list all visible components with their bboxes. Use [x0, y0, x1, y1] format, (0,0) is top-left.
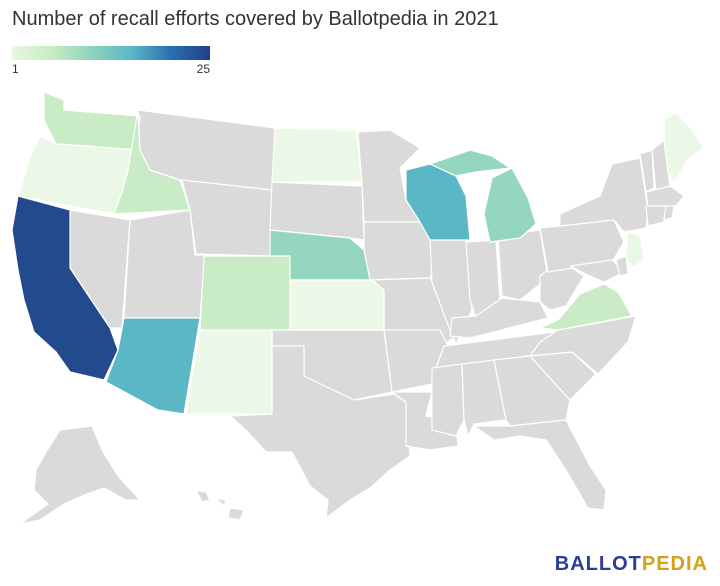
state-hawaii[interactable] [195, 489, 245, 521]
color-legend: 1 25 [12, 46, 210, 78]
state-michigan[interactable] [429, 149, 537, 243]
state-connecticut[interactable] [645, 205, 667, 227]
logo-part-ballot: BALLOT [554, 553, 642, 575]
state-new-mexico[interactable] [185, 329, 273, 415]
state-massachusetts[interactable] [645, 185, 685, 207]
state-ohio[interactable] [497, 229, 549, 301]
state-rhode-island[interactable] [663, 205, 675, 221]
state-kentucky[interactable] [449, 297, 549, 339]
state-virginia[interactable] [539, 283, 633, 331]
logo-part-pedia: PEDIA [641, 553, 708, 575]
state-alaska[interactable] [19, 425, 141, 525]
state-arizona[interactable] [105, 317, 201, 415]
state-texas[interactable] [229, 345, 411, 519]
state-maryland[interactable] [569, 259, 625, 283]
state-maine[interactable] [663, 111, 705, 183]
state-mississippi[interactable] [431, 363, 465, 437]
us-map [11, 91, 705, 525]
state-washington[interactable] [43, 91, 141, 151]
ballotpedia-logo: BALLOTPEDIA [555, 553, 708, 576]
state-north-dakota[interactable] [271, 127, 363, 183]
state-colorado[interactable] [199, 255, 291, 331]
page-title: Number of recall efforts covered by Ball… [12, 8, 499, 30]
state-delaware[interactable] [615, 255, 629, 277]
state-idaho[interactable] [113, 109, 191, 215]
legend-labels: 1 25 [12, 62, 210, 78]
state-california[interactable] [11, 195, 119, 381]
legend-max-label: 25 [196, 62, 210, 76]
state-north-carolina[interactable] [529, 315, 637, 375]
legend-min-label: 1 [12, 62, 19, 76]
state-south-dakota[interactable] [269, 181, 365, 241]
state-wyoming[interactable] [181, 179, 273, 257]
state-new-york[interactable] [559, 157, 649, 233]
state-florida[interactable] [473, 419, 607, 511]
state-vermont[interactable] [639, 149, 655, 193]
state-new-jersey[interactable] [625, 231, 645, 269]
state-kansas[interactable] [289, 279, 385, 331]
legend-gradient-bar [12, 46, 210, 60]
state-louisiana[interactable] [391, 391, 459, 451]
